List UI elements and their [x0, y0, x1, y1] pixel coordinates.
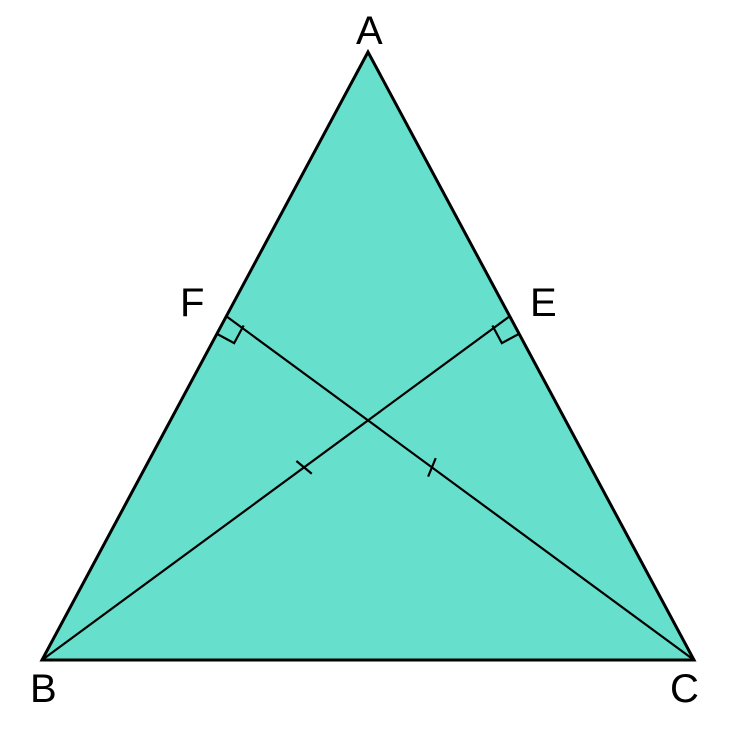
label-a: A	[356, 9, 383, 53]
label-c: C	[670, 667, 699, 711]
triangle-abc	[42, 52, 694, 660]
label-e: E	[530, 281, 557, 325]
label-f: F	[180, 281, 204, 325]
geometry-diagram: A B C E F	[0, 0, 735, 737]
label-b: B	[30, 667, 57, 711]
